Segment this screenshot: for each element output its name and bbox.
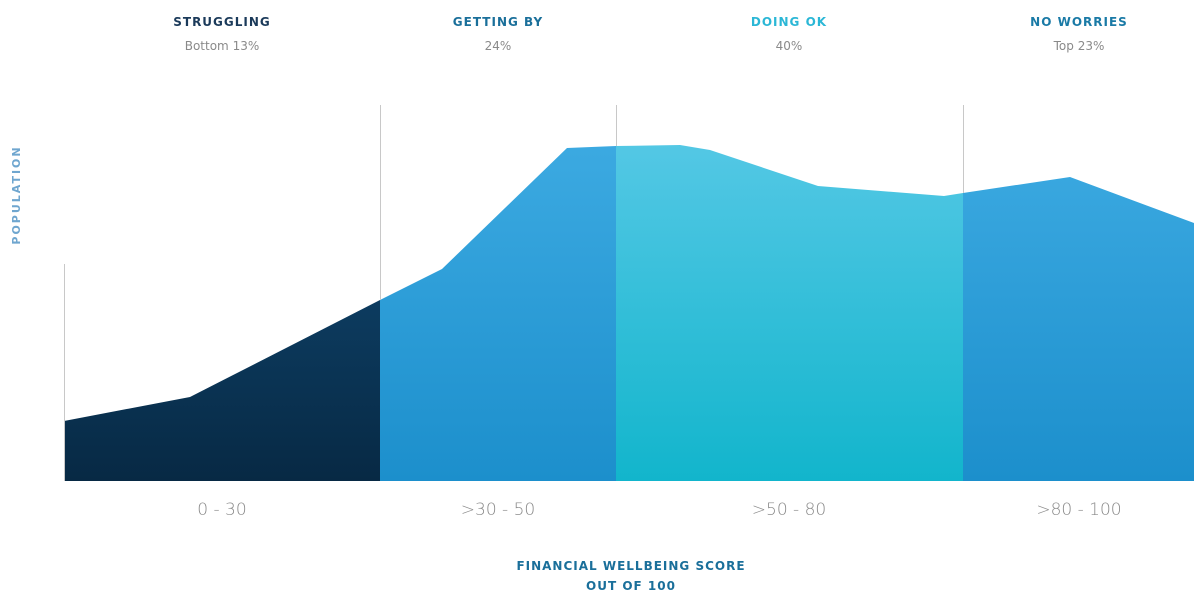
x-axis-label: OUT OF 100: [586, 579, 676, 592]
segment-title: GETTING BY: [453, 15, 543, 29]
x-tick-label: 0 - 30: [197, 500, 246, 520]
segment-title: NO WORRIES: [1030, 15, 1128, 29]
band: [64, 145, 380, 481]
dividers: [64, 105, 964, 481]
segment-share: 24%: [485, 39, 512, 53]
band: [380, 145, 616, 481]
x-tick-label: >80 - 100: [1036, 500, 1121, 520]
x-axis-label: FINANCIAL WELLBEING SCORE: [516, 559, 745, 573]
band: [616, 145, 963, 481]
x-tick-label: >50 - 80: [752, 500, 826, 520]
segment-title: DOING OK: [751, 15, 827, 29]
area: [64, 145, 1194, 481]
segment-share: 40%: [776, 39, 803, 53]
band: [963, 145, 1194, 481]
x-tick-label: >30 - 50: [461, 500, 535, 520]
segment-title: STRUGGLING: [173, 15, 271, 29]
segment-share: Bottom 13%: [185, 39, 260, 53]
y-axis-label: POPULATION: [10, 145, 23, 244]
segment-share: Top 23%: [1053, 39, 1105, 53]
